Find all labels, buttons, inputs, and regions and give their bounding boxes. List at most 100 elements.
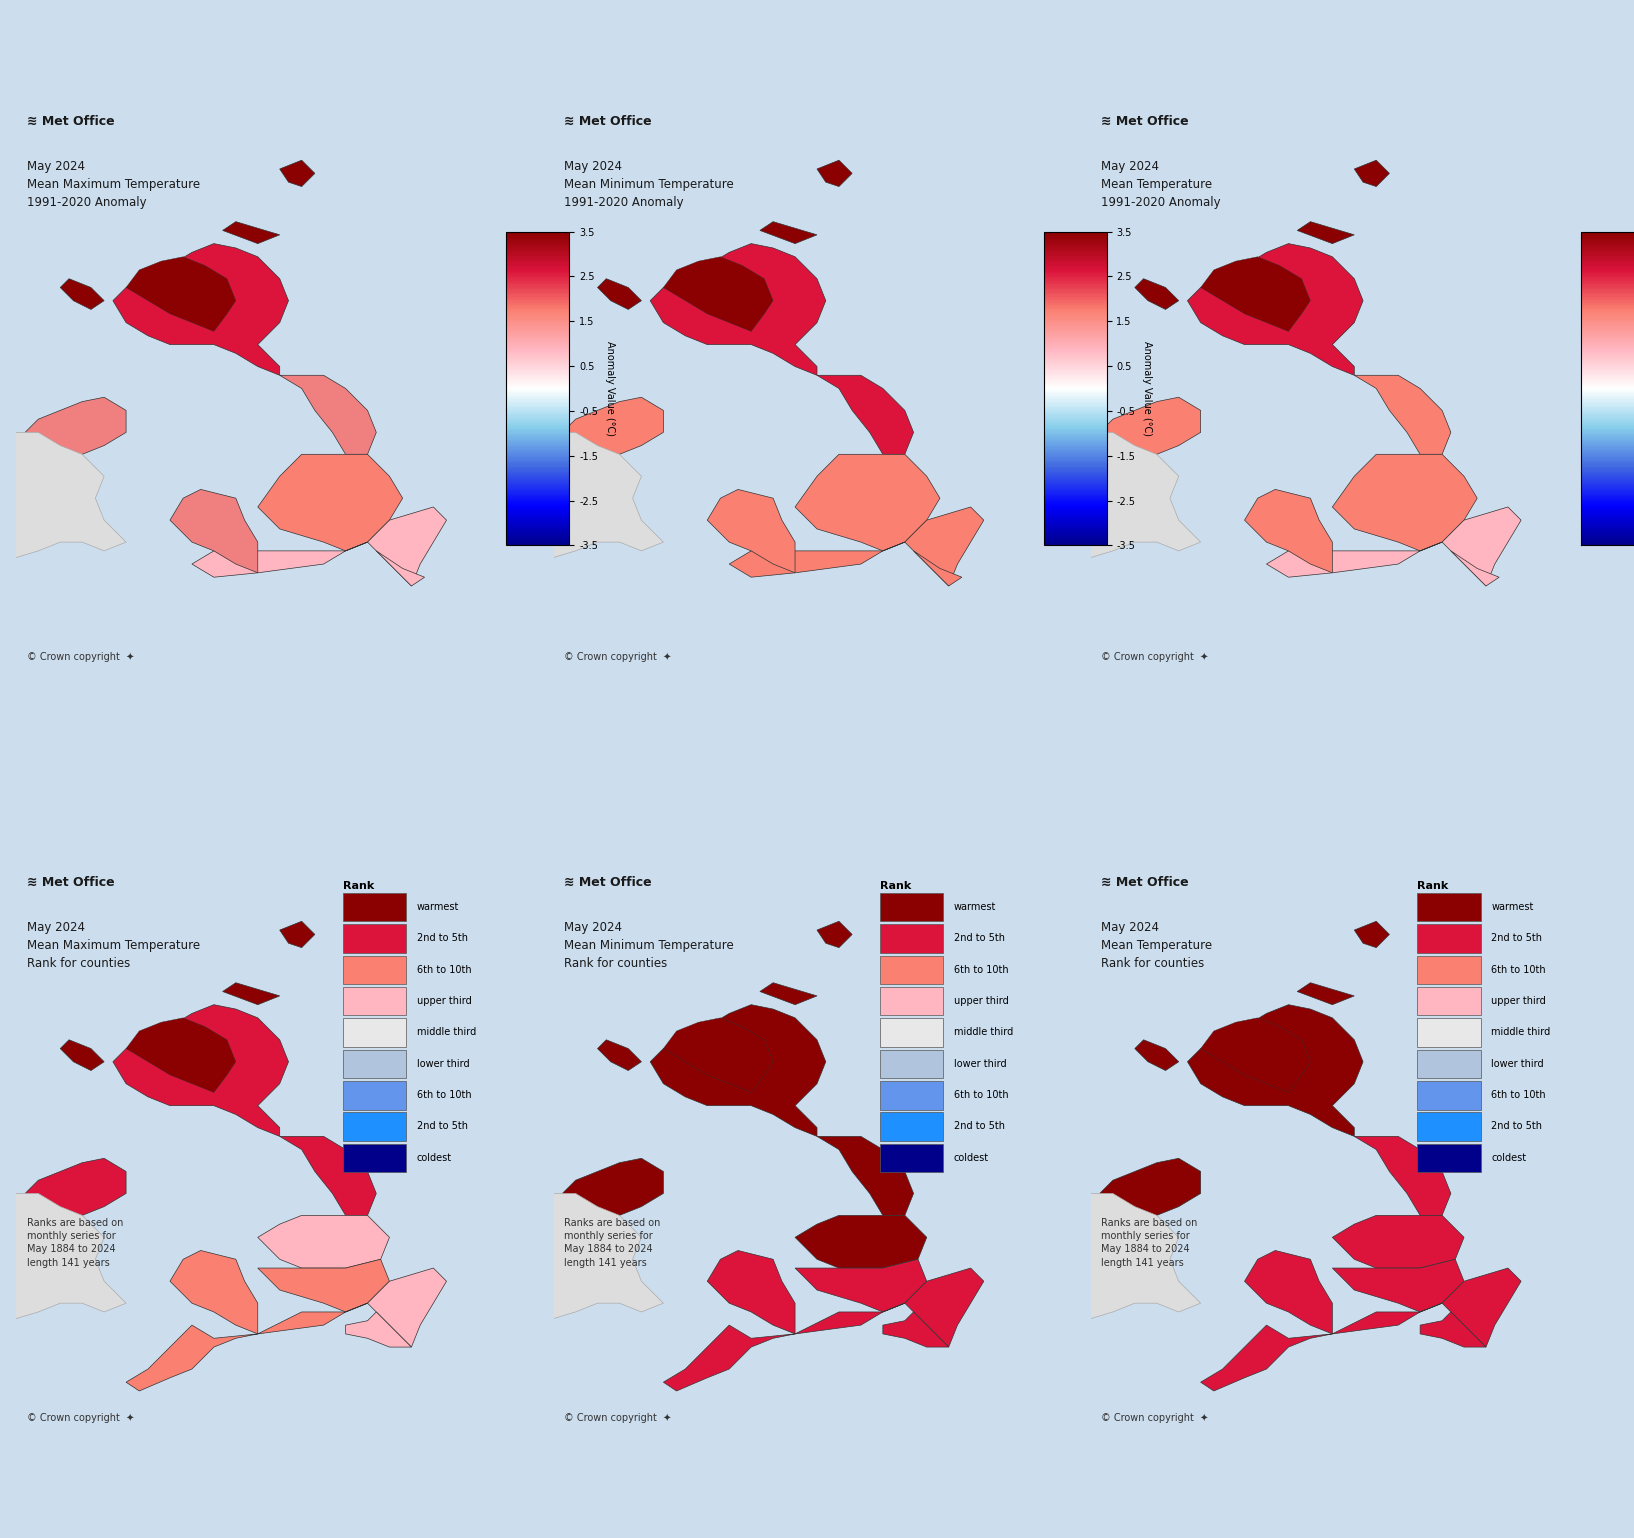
Text: ≋ Met Office: ≋ Met Office (26, 875, 114, 889)
Text: coldest: coldest (954, 1154, 989, 1163)
Text: 6th to 10th: 6th to 10th (954, 964, 1008, 975)
Polygon shape (279, 921, 315, 947)
Bar (343, 1144, 407, 1172)
Bar (343, 987, 407, 1015)
Polygon shape (279, 160, 315, 186)
Bar (881, 1018, 943, 1047)
Text: May 2024
Mean Maximum Temperature
Rank for counties: May 2024 Mean Maximum Temperature Rank f… (26, 921, 199, 970)
Polygon shape (882, 1312, 949, 1347)
Polygon shape (126, 1303, 368, 1390)
Text: lower third: lower third (954, 1058, 1007, 1069)
Polygon shape (905, 1267, 984, 1347)
Polygon shape (598, 1040, 642, 1070)
Y-axis label: Anomaly Value (°C): Anomaly Value (°C) (1142, 341, 1152, 435)
Bar (1418, 1018, 1480, 1047)
Polygon shape (222, 221, 279, 243)
Text: 2nd to 5th: 2nd to 5th (417, 934, 467, 943)
Polygon shape (905, 508, 984, 586)
Text: 6th to 10th: 6th to 10th (1492, 964, 1546, 975)
Bar (343, 1049, 407, 1078)
Text: Ranks are based on
monthly series for
May 1884 to 2024
length 141 years: Ranks are based on monthly series for Ma… (26, 1218, 123, 1267)
Bar (1418, 955, 1480, 984)
Text: 2nd to 5th: 2nd to 5th (1492, 1121, 1542, 1132)
Text: ≋ Met Office: ≋ Met Office (564, 875, 652, 889)
Polygon shape (1266, 541, 1443, 577)
Text: warmest: warmest (954, 901, 997, 912)
Polygon shape (60, 278, 105, 309)
Polygon shape (1451, 551, 1498, 586)
Text: middle third: middle third (417, 1027, 475, 1037)
Polygon shape (466, 432, 663, 564)
Bar (1418, 1144, 1480, 1172)
Polygon shape (708, 1250, 796, 1333)
Polygon shape (113, 1004, 289, 1137)
Polygon shape (222, 983, 279, 1004)
Polygon shape (562, 397, 663, 454)
Polygon shape (258, 1260, 389, 1312)
Text: © Crown copyright  ✦: © Crown copyright ✦ (564, 1413, 672, 1424)
Polygon shape (0, 432, 126, 564)
Text: 2nd to 5th: 2nd to 5th (417, 1121, 467, 1132)
Text: Rank: Rank (881, 881, 912, 892)
Polygon shape (1201, 1018, 1310, 1092)
Polygon shape (1003, 432, 1201, 564)
Bar (881, 892, 943, 921)
Polygon shape (817, 375, 913, 454)
Text: upper third: upper third (1492, 997, 1546, 1006)
Bar (1418, 1049, 1480, 1078)
Text: 6th to 10th: 6th to 10th (417, 964, 471, 975)
Polygon shape (1355, 1137, 1451, 1215)
Polygon shape (279, 1137, 376, 1215)
Polygon shape (663, 257, 773, 331)
Bar (343, 892, 407, 921)
Polygon shape (1100, 1158, 1201, 1215)
Polygon shape (1297, 221, 1355, 243)
Bar (881, 924, 943, 952)
Polygon shape (279, 375, 376, 454)
Polygon shape (170, 1250, 258, 1333)
Text: May 2024
Mean Maximum Temperature
1991-2020 Anomaly: May 2024 Mean Maximum Temperature 1991-2… (26, 160, 199, 209)
Polygon shape (1355, 160, 1389, 186)
Polygon shape (796, 1215, 926, 1267)
Polygon shape (1134, 1040, 1178, 1070)
Polygon shape (598, 278, 642, 309)
Text: © Crown copyright  ✦: © Crown copyright ✦ (1101, 652, 1209, 663)
Text: lower third: lower third (417, 1058, 469, 1069)
Text: ≋ Met Office: ≋ Met Office (564, 114, 652, 128)
Polygon shape (1355, 375, 1451, 454)
Polygon shape (466, 1193, 663, 1326)
Polygon shape (258, 454, 402, 551)
Bar (881, 955, 943, 984)
Text: May 2024
Mean Minimum Temperature
1991-2020 Anomaly: May 2024 Mean Minimum Temperature 1991-2… (564, 160, 734, 209)
Text: coldest: coldest (1492, 1154, 1526, 1163)
Text: warmest: warmest (417, 901, 459, 912)
Polygon shape (1332, 1215, 1464, 1267)
Polygon shape (191, 541, 368, 577)
Text: May 2024
Mean Temperature
1991-2020 Anomaly: May 2024 Mean Temperature 1991-2020 Anom… (1101, 160, 1221, 209)
Polygon shape (368, 508, 446, 586)
Text: © Crown copyright  ✦: © Crown copyright ✦ (564, 652, 672, 663)
Polygon shape (562, 1158, 663, 1215)
Text: Rank: Rank (343, 881, 374, 892)
Bar (1418, 1112, 1480, 1141)
Text: middle third: middle third (954, 1027, 1013, 1037)
Text: lower third: lower third (1492, 1058, 1544, 1069)
Polygon shape (170, 489, 258, 572)
Polygon shape (126, 257, 235, 331)
Polygon shape (1188, 243, 1363, 375)
Text: © Crown copyright  ✦: © Crown copyright ✦ (26, 1413, 134, 1424)
Text: middle third: middle third (1492, 1027, 1551, 1037)
Polygon shape (1420, 1312, 1485, 1347)
Polygon shape (663, 1303, 905, 1390)
Polygon shape (913, 551, 962, 586)
Text: Ranks are based on
monthly series for
May 1884 to 2024
length 141 years: Ranks are based on monthly series for Ma… (1101, 1218, 1198, 1267)
Polygon shape (25, 1158, 126, 1215)
Text: upper third: upper third (954, 997, 1008, 1006)
Polygon shape (1443, 1267, 1521, 1347)
Polygon shape (817, 921, 851, 947)
Polygon shape (1201, 257, 1310, 331)
Text: ≋ Met Office: ≋ Met Office (1101, 875, 1190, 889)
Bar (1418, 892, 1480, 921)
Text: ≋ Met Office: ≋ Met Office (1101, 114, 1190, 128)
Polygon shape (760, 983, 817, 1004)
